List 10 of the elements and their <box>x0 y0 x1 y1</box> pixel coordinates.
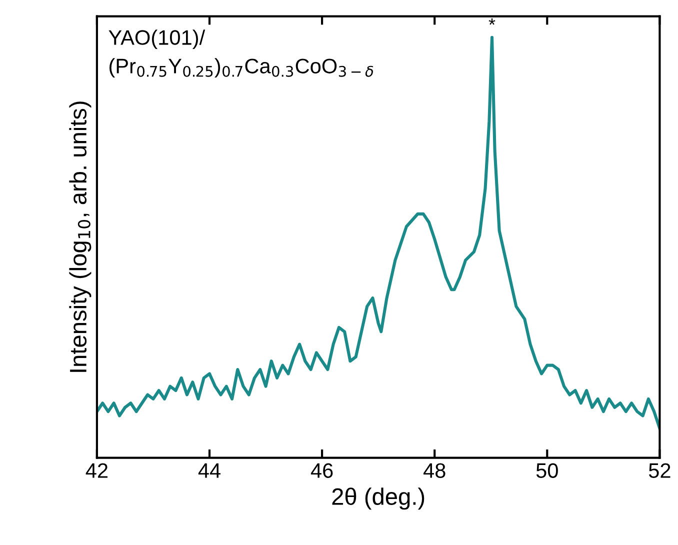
x-tick-label: 48 <box>423 463 446 478</box>
x-tick-label: 52 <box>648 463 670 478</box>
x-tick-label: 46 <box>310 463 333 478</box>
annotation: * <box>488 18 496 25</box>
x-tick-label: 50 <box>536 463 558 478</box>
y-axis-title: Intensity (log$_{10}$, arb. units) <box>69 102 92 372</box>
x-tick-label: 44 <box>198 463 220 478</box>
x-tick-label: 42 <box>86 463 108 478</box>
text: YAO(101)/ (Pr$_{0.75}$Y$_{0.25}$)$_{0.7}$Ca$_{0.3}$CoO$_{3−δ}$ <box>108 30 374 78</box>
x-axis-title: 2θ (deg.) <box>332 488 424 510</box>
